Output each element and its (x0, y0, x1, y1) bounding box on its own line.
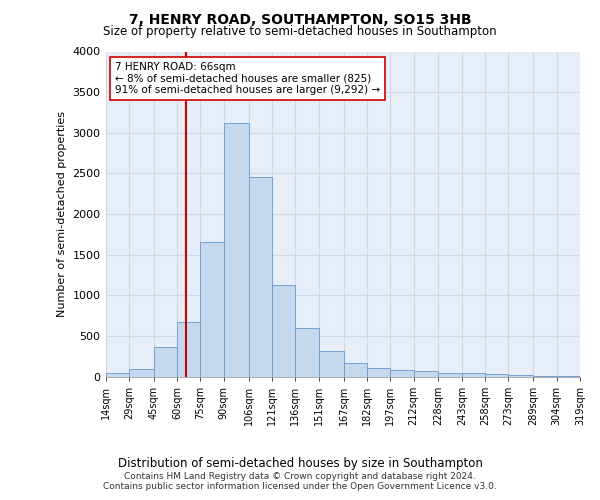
Text: Contains public sector information licensed under the Open Government Licence v3: Contains public sector information licen… (103, 482, 497, 491)
Bar (129, 370, 154, 376)
Y-axis label: Number of semi-detached properties: Number of semi-detached properties (57, 111, 67, 317)
Bar (106, 374, 129, 376)
Text: Size of property relative to semi-detached houses in Southampton: Size of property relative to semi-detach… (103, 25, 497, 38)
Text: 7 HENRY ROAD: 66sqm
← 8% of semi-detached houses are smaller (825)
91% of semi-d: 7 HENRY ROAD: 66sqm ← 8% of semi-detache… (115, 62, 380, 96)
Text: Contains HM Land Registry data © Crown copyright and database right 2024.: Contains HM Land Registry data © Crown c… (124, 472, 476, 481)
Text: 7, HENRY ROAD, SOUTHAMPTON, SO15 3HB: 7, HENRY ROAD, SOUTHAMPTON, SO15 3HB (128, 12, 472, 26)
Bar (295, 328, 319, 376)
Bar (413, 371, 439, 376)
Bar (367, 368, 390, 376)
Bar (248, 178, 272, 376)
Bar (177, 322, 200, 376)
Bar (508, 375, 533, 376)
Bar (154, 348, 177, 376)
Bar (200, 242, 224, 376)
Bar (344, 363, 367, 376)
Bar (319, 352, 344, 376)
Bar (439, 372, 462, 376)
Bar (224, 123, 248, 376)
Bar (390, 370, 413, 376)
Bar (462, 374, 485, 376)
Bar (272, 285, 295, 376)
Text: Distribution of semi-detached houses by size in Southampton: Distribution of semi-detached houses by … (118, 458, 482, 470)
Bar (485, 374, 508, 376)
